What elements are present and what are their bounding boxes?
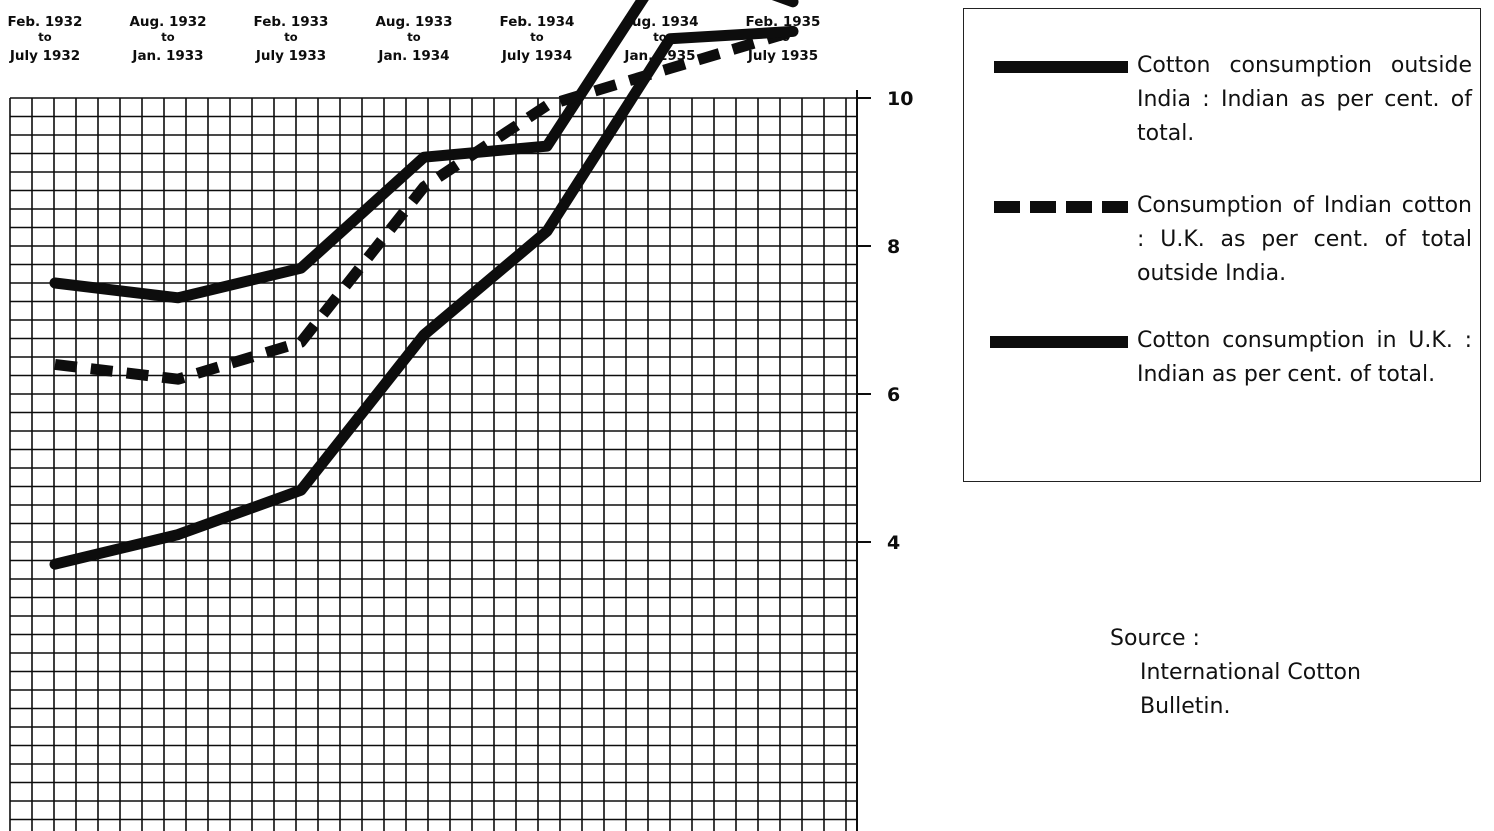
x-tick-label: Feb. 1932 [8,14,83,30]
legend-swatch-solid [994,61,1128,73]
x-tick-label: July 1935 [747,48,818,64]
x-tick-label: July 1934 [501,48,572,64]
x-tick-label: to [38,30,51,44]
series-line-2 [54,26,795,385]
y-tick-label: 6 [887,384,900,406]
series-line-1 [49,0,799,304]
source-text: International Cotton Bulletin. [1140,660,1361,719]
x-tick-label: to [407,30,420,44]
x-tick-label: July 1932 [9,48,80,64]
legend-label: Consumption of Indian cotton : U.K. as p… [1137,193,1472,286]
source-label: Source : [1110,626,1200,651]
legend-swatch-solid [990,336,1128,348]
legend-swatch-dashed [994,201,1128,213]
y-tick-label: 8 [887,236,900,258]
x-tick-label: to [284,30,297,44]
source-note: Source : International Cotton Bulletin. [1110,622,1440,724]
x-tick-label: Aug. 1933 [375,14,452,30]
x-tick-label: Aug. 1934 [621,14,698,30]
legend-label: Cotton consumption outside India : India… [1137,53,1472,146]
x-tick-label: Jan. 1933 [131,48,203,64]
x-tick-label: Jan. 1934 [377,48,449,64]
x-tick-label: Feb. 1935 [746,14,821,30]
y-tick-label: 4 [887,532,900,554]
legend: Cotton consumption outside India : India… [963,8,1481,482]
legend-label: Cotton consumption in U.K. : Indian as p… [1137,328,1472,387]
x-tick-label: to [161,30,174,44]
x-tick-label: Feb. 1933 [254,14,329,30]
y-tick-label: 10 [887,88,913,110]
x-tick-label: Feb. 1934 [500,14,575,30]
x-tick-label: to [530,30,543,44]
x-tick-label: July 1933 [255,48,326,64]
grid [9,97,857,831]
x-tick-label: Aug. 1932 [129,14,206,30]
